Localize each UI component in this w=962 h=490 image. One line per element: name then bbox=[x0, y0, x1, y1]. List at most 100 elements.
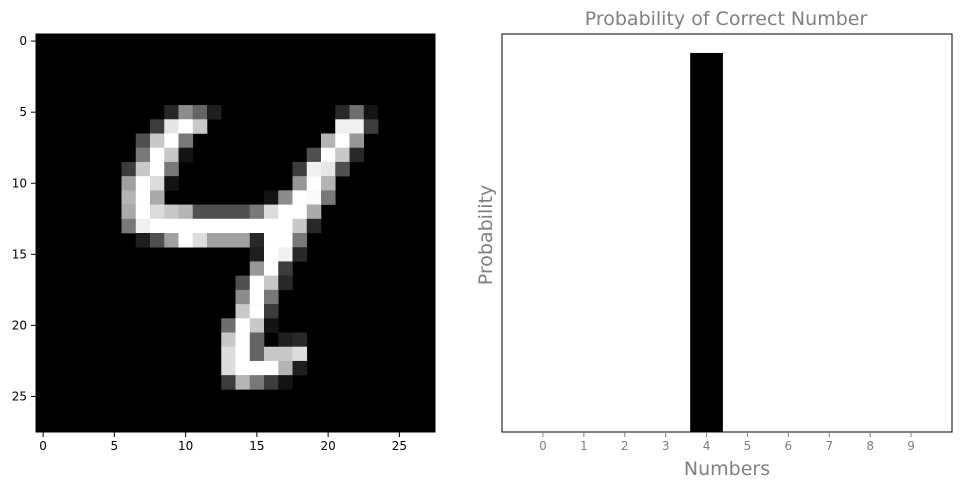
image-pixel bbox=[121, 161, 137, 177]
image-pixel bbox=[121, 204, 137, 220]
image-pixel bbox=[278, 275, 293, 291]
image-pixel bbox=[150, 147, 165, 163]
image-pixel bbox=[235, 332, 251, 348]
image-pixel bbox=[264, 261, 279, 276]
image-pixel bbox=[221, 318, 236, 333]
y-tick-label: 5 bbox=[19, 105, 27, 119]
image-pixel bbox=[235, 318, 251, 333]
bars bbox=[690, 52, 723, 432]
image-pixel bbox=[207, 105, 222, 120]
image-pixel bbox=[292, 161, 308, 177]
image-pixel bbox=[192, 119, 208, 134]
image-pixel bbox=[306, 176, 322, 191]
image-pixel bbox=[249, 204, 265, 220]
x-tick-label: 7 bbox=[825, 439, 833, 453]
image-pixel bbox=[278, 233, 293, 248]
image-pixel bbox=[321, 176, 336, 191]
image-pixel bbox=[178, 119, 194, 134]
y-tick-label: 10 bbox=[12, 176, 27, 190]
x-tick-label: 4 bbox=[703, 439, 711, 453]
y-axis-label: Probability bbox=[475, 185, 497, 285]
image-pixel bbox=[221, 233, 236, 248]
image-pixel bbox=[306, 190, 322, 205]
image-pixel bbox=[292, 204, 308, 220]
image-pixel bbox=[164, 176, 179, 191]
x-tick-label: 10 bbox=[178, 439, 193, 453]
image-pixel bbox=[335, 147, 350, 163]
image-pixel bbox=[178, 204, 194, 220]
image-pixel bbox=[235, 204, 251, 220]
image-pixel bbox=[264, 375, 279, 390]
image-pixel bbox=[278, 375, 293, 390]
image-pixel bbox=[249, 332, 265, 348]
image-pixel bbox=[335, 161, 350, 177]
image-pixel bbox=[178, 147, 194, 163]
image-pixel bbox=[178, 218, 194, 234]
x-tick-label: 0 bbox=[539, 439, 547, 453]
image-pixel bbox=[249, 218, 265, 234]
image-pixel bbox=[278, 360, 293, 376]
image-pixel bbox=[363, 119, 379, 134]
x-tick-label: 25 bbox=[392, 439, 407, 453]
image-pixel bbox=[150, 176, 165, 191]
image-pixel bbox=[264, 247, 279, 262]
image-pixels bbox=[121, 105, 379, 390]
image-pixel bbox=[278, 190, 293, 205]
image-pixel bbox=[235, 375, 251, 390]
x-axis-label: Numbers bbox=[684, 458, 770, 480]
image-pixel bbox=[306, 204, 322, 220]
image-pixel bbox=[249, 289, 265, 305]
image-pixel bbox=[178, 105, 194, 120]
image-pixel bbox=[235, 360, 251, 376]
image-pixel bbox=[264, 233, 279, 248]
image-pixel bbox=[150, 218, 165, 234]
image-pixel bbox=[264, 289, 279, 305]
image-pixel bbox=[335, 105, 350, 120]
image-pixel bbox=[249, 346, 265, 362]
image-pixel bbox=[249, 233, 265, 248]
image-pixel bbox=[292, 360, 308, 376]
image-pixel bbox=[249, 247, 265, 262]
y-tick-label: 25 bbox=[12, 389, 27, 403]
image-pixel bbox=[235, 304, 251, 319]
bar-4 bbox=[690, 52, 723, 432]
image-pixel bbox=[121, 218, 137, 234]
image-pixel bbox=[249, 375, 265, 390]
y-tick-label: 20 bbox=[12, 318, 27, 332]
image-pixel bbox=[121, 190, 137, 205]
image-pixel bbox=[292, 247, 308, 262]
image-pixel bbox=[278, 261, 293, 276]
image-pixel bbox=[207, 218, 222, 234]
image-pixel bbox=[164, 161, 179, 177]
image-pixel bbox=[164, 105, 179, 120]
probability-chart-panel: Probability of Correct Number 0 1 2 3 4 5 6 7 8 9… bbox=[475, 8, 953, 480]
image-pixel bbox=[150, 233, 165, 248]
image-pixel bbox=[249, 360, 265, 376]
image-pixel bbox=[292, 176, 308, 191]
image-pixel bbox=[150, 204, 165, 220]
image-pixel bbox=[335, 133, 350, 149]
image-pixel bbox=[264, 360, 279, 376]
image-pixel bbox=[321, 190, 336, 205]
image-pixel bbox=[192, 233, 208, 248]
image-pixel bbox=[321, 133, 336, 149]
image-pixel bbox=[192, 218, 208, 234]
image-pixel bbox=[264, 304, 279, 319]
x-tick-label: 2 bbox=[621, 439, 629, 453]
image-pixel bbox=[207, 204, 222, 220]
image-pixel bbox=[278, 204, 293, 220]
image-pixel bbox=[335, 119, 350, 134]
image-pixel bbox=[349, 119, 365, 134]
image-pixel bbox=[264, 190, 279, 205]
image-pixel bbox=[264, 318, 279, 333]
image-pixel bbox=[278, 332, 293, 348]
image-pixel bbox=[135, 218, 151, 234]
image-pixel bbox=[363, 105, 379, 120]
image-pixel bbox=[150, 190, 165, 205]
y-tick-label: 15 bbox=[12, 247, 27, 261]
x-tick-label: 5 bbox=[111, 439, 119, 453]
image-pixel bbox=[349, 147, 365, 163]
image-pixel bbox=[164, 119, 179, 134]
x-tick-label: 5 bbox=[744, 439, 752, 453]
